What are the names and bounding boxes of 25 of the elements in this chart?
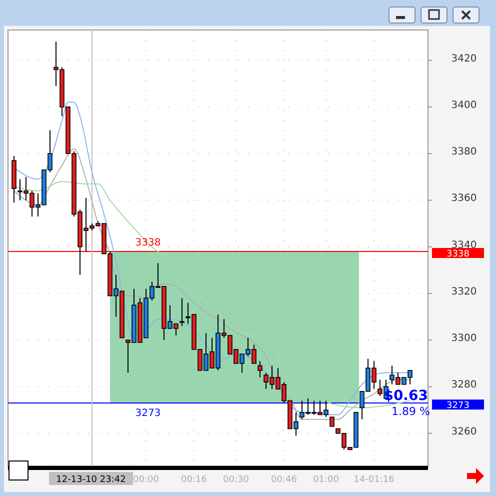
y-tick-label: 3380 <box>451 146 477 158</box>
candlestick <box>258 360 262 378</box>
candlestick <box>330 416 334 427</box>
x-tick-label: 01:00 <box>313 475 340 485</box>
y-tick-label: 3400 <box>451 100 477 111</box>
text: 3338 <box>446 249 470 260</box>
y-tick-label: 3420 <box>451 53 477 64</box>
text: 3273 <box>446 401 470 412</box>
ref-line-label: 3338 <box>135 237 161 248</box>
candlestick <box>180 298 184 327</box>
y-tick-label: 3260 <box>451 426 477 438</box>
x-tick-label: 00:16 <box>181 475 208 485</box>
x-tick-label: 14-01:16 <box>354 475 395 485</box>
y-tick-label: 3300 <box>451 333 477 344</box>
x-tick-label: 00:30 <box>223 475 250 485</box>
x-tick-label: 00:00 <box>133 475 160 485</box>
y-tick-label: 3340 <box>451 240 477 251</box>
ref-line-label: 3273 <box>135 408 161 420</box>
annotation: 1.89 % <box>392 405 430 418</box>
y-tick-label: 3320 <box>451 286 477 298</box>
y-tick-label: 3280 <box>451 380 477 391</box>
x-tick-label: 00:46 <box>271 475 298 485</box>
y-tick-label: 3360 <box>451 193 477 204</box>
annotation: $0.63 <box>384 388 428 404</box>
text: 12-13-10 23:42 <box>56 475 126 485</box>
